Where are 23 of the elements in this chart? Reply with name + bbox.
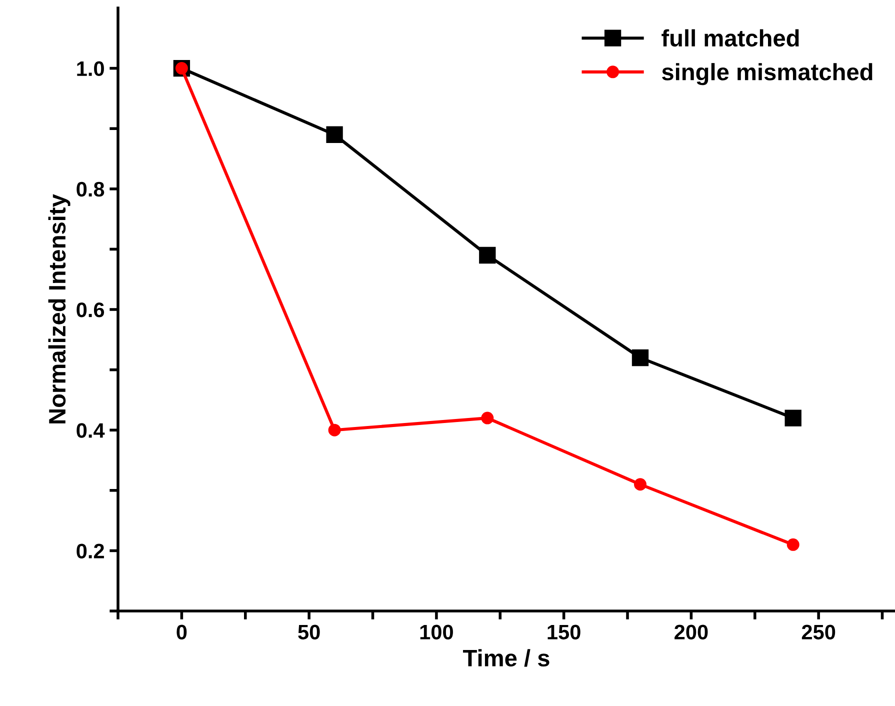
x-tick-label: 250 — [802, 624, 836, 640]
legend-label: single mismatched — [662, 63, 872, 86]
y-tick-label: 0.2 — [76, 544, 104, 558]
point — [786, 538, 800, 551]
y-axis-title: Normalized Intensity — [48, 194, 70, 424]
x-tick-label: 50 — [298, 624, 320, 640]
x-tick-label: 200 — [674, 624, 708, 640]
x-tick-label: 0 — [176, 624, 187, 640]
point — [632, 349, 649, 366]
point — [481, 412, 494, 424]
legend-label: full matched — [662, 29, 799, 47]
x-tick-label: 100 — [420, 624, 453, 640]
x-tick-label: 150 — [548, 624, 580, 640]
y-tick-label: 1.0 — [77, 61, 104, 76]
point — [328, 424, 341, 436]
y-tick-label: 0.4 — [76, 423, 105, 438]
point — [326, 126, 343, 143]
y-tick-label: 0.6 — [76, 302, 104, 318]
x-axis-title: Time / s — [463, 649, 550, 667]
point — [634, 478, 646, 491]
point — [479, 246, 496, 264]
point — [784, 410, 802, 426]
y-tick-label: 0.8 — [76, 182, 104, 197]
